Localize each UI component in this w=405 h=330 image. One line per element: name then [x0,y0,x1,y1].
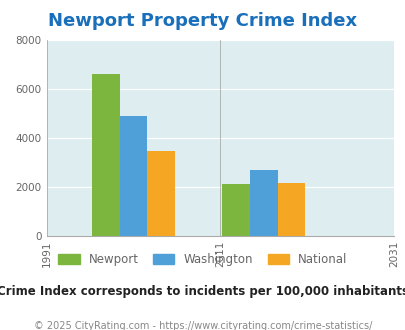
Bar [249,170,277,236]
Legend: Newport, Washington, National: Newport, Washington, National [53,248,352,271]
Bar [119,116,147,236]
Text: © 2025 CityRating.com - https://www.cityrating.com/crime-statistics/: © 2025 CityRating.com - https://www.city… [34,321,371,330]
Text: Newport Property Crime Index: Newport Property Crime Index [48,12,357,30]
Bar [92,74,119,236]
Bar [222,184,249,236]
Bar [277,183,305,236]
Text: Crime Index corresponds to incidents per 100,000 inhabitants: Crime Index corresponds to incidents per… [0,285,405,298]
Bar [147,151,175,236]
